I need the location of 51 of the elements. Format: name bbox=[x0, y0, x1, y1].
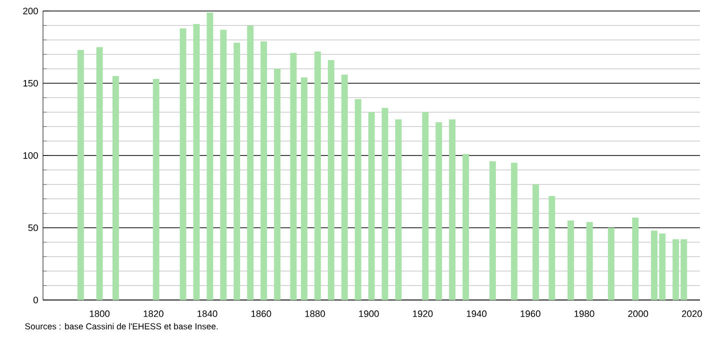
x-tick-label: 1820 bbox=[144, 310, 164, 318]
bar bbox=[234, 42, 240, 300]
x-tick-label: 1800 bbox=[90, 310, 110, 318]
y-tick-label: 0 bbox=[33, 296, 38, 304]
y-tick-label: 50 bbox=[28, 224, 38, 232]
bar bbox=[449, 119, 456, 300]
x-tick-label: 2020 bbox=[682, 310, 702, 318]
bar bbox=[290, 52, 297, 300]
bar bbox=[314, 51, 321, 300]
x-tick-label: 1920 bbox=[412, 310, 433, 318]
bar bbox=[341, 74, 348, 300]
x-tick-label: 1840 bbox=[198, 310, 218, 318]
bar bbox=[77, 50, 84, 300]
bar bbox=[368, 112, 375, 300]
bar bbox=[632, 218, 639, 300]
bar bbox=[568, 220, 574, 300]
bar bbox=[300, 77, 308, 300]
bar bbox=[180, 28, 186, 300]
x-tick-label: 2000 bbox=[628, 310, 648, 318]
x-tick-label: 1980 bbox=[574, 310, 594, 318]
bar bbox=[382, 108, 388, 300]
bar bbox=[328, 60, 334, 300]
bar bbox=[247, 25, 254, 300]
x-tick-label: 1960 bbox=[520, 310, 540, 318]
y-tick-label: 150 bbox=[23, 80, 38, 87]
bar bbox=[532, 184, 539, 300]
bar bbox=[354, 99, 362, 300]
bar bbox=[220, 30, 227, 300]
bar bbox=[510, 162, 518, 300]
bar bbox=[422, 112, 429, 300]
y-tick-label: 100 bbox=[23, 152, 38, 159]
y-tick-label: 200 bbox=[23, 8, 38, 14]
bar bbox=[193, 24, 200, 300]
bar bbox=[274, 68, 280, 300]
source-note: Sources : base Cassini de l'EHESS et base Insee. bbox=[25, 323, 218, 330]
x-tick-label: 1880 bbox=[305, 310, 325, 318]
bar bbox=[436, 122, 442, 300]
bar bbox=[608, 228, 614, 300]
bar bbox=[112, 76, 119, 300]
bar bbox=[395, 119, 402, 300]
bar bbox=[96, 47, 103, 300]
bar bbox=[206, 12, 214, 300]
x-tick-label: 1900 bbox=[359, 310, 379, 318]
bar bbox=[462, 154, 469, 300]
x-tick-label: 1940 bbox=[466, 310, 487, 318]
bar bbox=[152, 78, 160, 300]
x-tick-label: 1860 bbox=[251, 310, 272, 318]
bar bbox=[489, 161, 496, 300]
bar bbox=[548, 196, 556, 300]
bar bbox=[586, 222, 593, 300]
bar bbox=[260, 41, 268, 300]
